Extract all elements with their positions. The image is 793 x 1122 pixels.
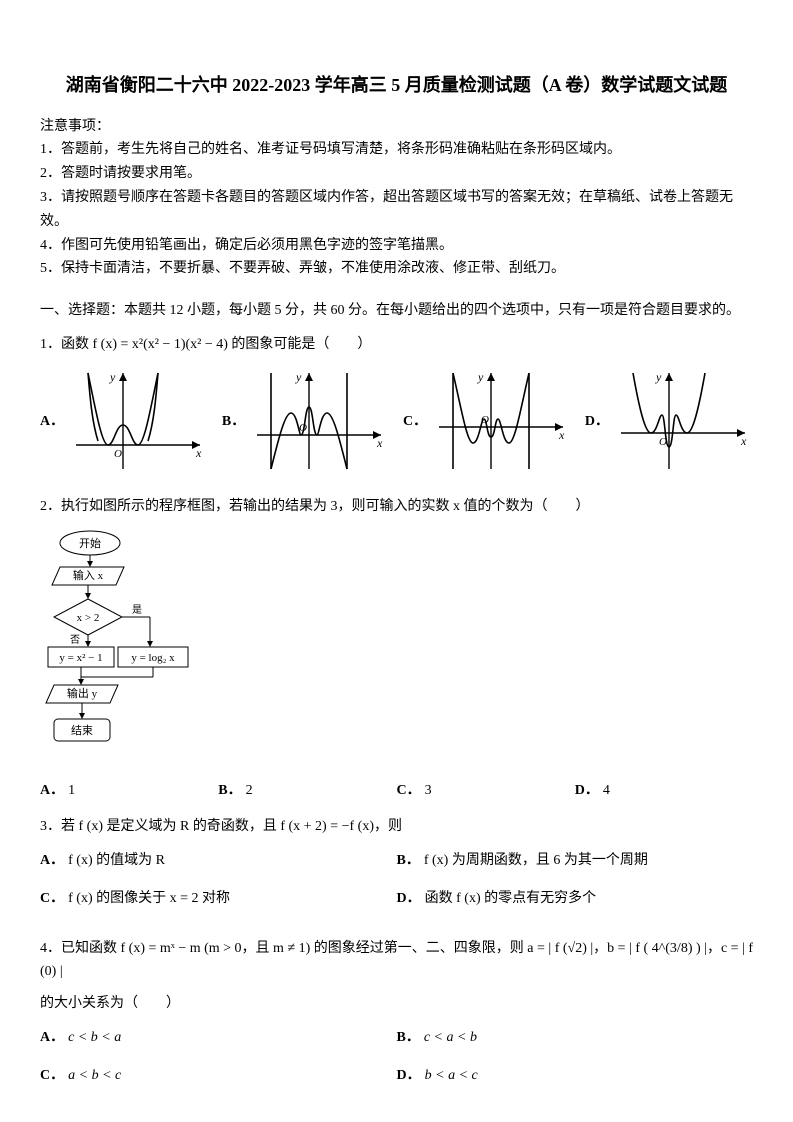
q1-option-d-label: D． bbox=[585, 410, 609, 434]
q2-option-a: A． 1 bbox=[40, 779, 218, 803]
opt-label: C． bbox=[397, 783, 421, 798]
instruction-item: 3．请按照题号顺序在答题卡各题目的答题区域内作答，超出答题区域书写的答案无效；在… bbox=[40, 186, 753, 234]
opt-label: B． bbox=[218, 783, 241, 798]
svg-text:x: x bbox=[558, 428, 565, 442]
svg-text:x: x bbox=[195, 446, 202, 460]
svg-text:y = x² − 1: y = x² − 1 bbox=[59, 652, 102, 664]
opt-text: c < b < a bbox=[68, 1030, 121, 1045]
svg-text:开始: 开始 bbox=[79, 536, 101, 550]
graph-d-icon: x y O bbox=[613, 367, 753, 477]
opt-text: 函数 f (x) 的零点有无穷多个 bbox=[425, 891, 597, 906]
svg-text:x: x bbox=[740, 434, 747, 448]
q3-text: 3．若 f (x) 是定义域为 R 的奇函数，且 f (x + 2) = −f … bbox=[40, 815, 753, 839]
svg-text:输入 x: 输入 x bbox=[73, 568, 104, 582]
q3-option-b: B． f (x) 为周期函数，且 6 为其一个周期 bbox=[397, 849, 754, 873]
opt-text: 3 bbox=[425, 783, 432, 798]
q1-option-a-label: A． bbox=[40, 410, 64, 434]
svg-text:否: 否 bbox=[70, 634, 80, 646]
q1-option-d: D． x y O bbox=[585, 367, 753, 477]
svg-text:O: O bbox=[114, 448, 122, 460]
opt-label: A． bbox=[40, 783, 64, 798]
q3-option-d: D． 函数 f (x) 的零点有无穷多个 bbox=[397, 887, 754, 911]
q4-option-d: D． b < a < c bbox=[397, 1064, 754, 1088]
q2-option-c: C． 3 bbox=[397, 779, 575, 803]
instruction-item: 1．答题前，考生先将自己的姓名、准考证号码填写清楚，将条形码准确粘贴在条形码区域… bbox=[40, 138, 753, 162]
q4-option-a: A． c < b < a bbox=[40, 1026, 397, 1050]
svg-text:y: y bbox=[477, 370, 484, 384]
opt-text: f (x) 为周期函数，且 6 为其一个周期 bbox=[424, 853, 648, 868]
q1-option-c-label: C． bbox=[403, 410, 427, 434]
q4-option-b: B． c < a < b bbox=[397, 1026, 754, 1050]
question-3: 3．若 f (x) 是定义域为 R 的奇函数，且 f (x + 2) = −f … bbox=[40, 815, 753, 924]
q4-text-2: 的大小关系为（ ） bbox=[40, 992, 753, 1016]
opt-label: D． bbox=[575, 783, 599, 798]
svg-text:输出 y: 输出 y bbox=[67, 686, 98, 700]
svg-text:x: x bbox=[376, 436, 383, 450]
q2-flowchart: 开始 输入 x x > 2 是 y = log₂ x 否 y = x² − 1 bbox=[40, 527, 753, 766]
svg-text:结束: 结束 bbox=[71, 724, 93, 737]
q3-options: A．f (x) 的值域为 R B．f (x) 为周期函数，且 6 为其一个周期 … bbox=[40, 849, 753, 925]
opt-text: b < a < c bbox=[425, 1068, 478, 1083]
question-4: 4．已知函数 f (x) = mˣ − m (m > 0，且 m ≠ 1) 的图… bbox=[40, 937, 753, 1102]
q2-option-b: B． 2 bbox=[218, 779, 396, 803]
opt-label: D． bbox=[397, 1068, 421, 1083]
graph-c-icon: x y O bbox=[431, 367, 571, 477]
q2-option-d: D． 4 bbox=[575, 779, 753, 803]
q1-option-b-label: B． bbox=[222, 410, 245, 434]
svg-text:是: 是 bbox=[132, 604, 142, 616]
q1-option-a: A． x y O bbox=[40, 367, 208, 477]
opt-label: D． bbox=[397, 891, 421, 906]
opt-label: C． bbox=[40, 891, 64, 906]
opt-label: A． bbox=[40, 853, 64, 868]
q1-option-c: C． x y O bbox=[403, 367, 571, 477]
instructions-block: 注意事项： 1．答题前，考生先将自己的姓名、准考证号码填写清楚，将条形码准确粘贴… bbox=[40, 115, 753, 282]
graph-a-icon: x y O bbox=[68, 367, 208, 477]
flowchart-icon: 开始 输入 x x > 2 是 y = log₂ x 否 y = x² − 1 bbox=[40, 527, 240, 757]
svg-text:y: y bbox=[295, 370, 302, 384]
opt-label: A． bbox=[40, 1030, 64, 1045]
instructions-heading: 注意事项： bbox=[40, 115, 753, 139]
opt-text: 4 bbox=[603, 783, 610, 798]
q4-options: A． c < b < a B． c < a < b C． a < b < c D． b … bbox=[40, 1026, 753, 1102]
q2-options: A． 1 B． 2 C． 3 D． 4 bbox=[40, 779, 753, 803]
q1-text: 1．函数 f (x) = x²(x² − 1)(x² − 4) 的图象可能是（ … bbox=[40, 333, 753, 357]
q1-graph-row: A． x y O B． x y bbox=[40, 367, 753, 477]
section-heading: 一、选择题：本题共 12 小题，每小题 5 分，共 60 分。在每小题给出的四个… bbox=[40, 299, 753, 323]
svg-text:x > 2: x > 2 bbox=[77, 612, 100, 624]
question-2: 2．执行如图所示的程序框图，若输出的结果为 3，则可输入的实数 x 值的个数为（… bbox=[40, 495, 753, 803]
q1-option-b: B． x y O bbox=[222, 367, 389, 477]
opt-text: f (x) 的值域为 R bbox=[68, 853, 165, 868]
question-1: 1．函数 f (x) = x²(x² − 1)(x² − 4) 的图象可能是（ … bbox=[40, 333, 753, 477]
instruction-item: 2．答题时请按要求用笔。 bbox=[40, 162, 753, 186]
opt-text: 2 bbox=[246, 783, 253, 798]
svg-text:y = log₂ x: y = log₂ x bbox=[131, 652, 175, 664]
svg-text:y: y bbox=[109, 370, 116, 384]
q3-option-c: C． f (x) 的图像关于 x = 2 对称 bbox=[40, 887, 397, 911]
opt-text: a < b < c bbox=[68, 1068, 121, 1083]
instruction-item: 5．保持卡面清洁，不要折暴、不要弄破、弄皱，不准使用涂改液、修正带、刮纸刀。 bbox=[40, 257, 753, 281]
opt-text: 1 bbox=[68, 783, 75, 798]
graph-b-icon: x y O bbox=[249, 367, 389, 477]
opt-label: B． bbox=[397, 853, 420, 868]
page-title: 湖南省衡阳二十六中 2022-2023 学年高三 5 月质量检测试题（A 卷）数… bbox=[40, 70, 753, 101]
instruction-item: 4．作图可先使用铅笔画出，确定后必须用黑色字迹的签字笔描黑。 bbox=[40, 234, 753, 258]
q2-text: 2．执行如图所示的程序框图，若输出的结果为 3，则可输入的实数 x 值的个数为（… bbox=[40, 495, 753, 519]
opt-text: f (x) 的图像关于 x = 2 对称 bbox=[68, 891, 230, 906]
q4-option-c: C． a < b < c bbox=[40, 1064, 397, 1088]
opt-label: B． bbox=[397, 1030, 420, 1045]
opt-label: C． bbox=[40, 1068, 64, 1083]
q3-option-a: A． f (x) 的值域为 R bbox=[40, 849, 397, 873]
svg-text:y: y bbox=[655, 370, 662, 384]
opt-text: c < a < b bbox=[424, 1030, 477, 1045]
q4-text-1: 4．已知函数 f (x) = mˣ − m (m > 0，且 m ≠ 1) 的图… bbox=[40, 937, 753, 985]
